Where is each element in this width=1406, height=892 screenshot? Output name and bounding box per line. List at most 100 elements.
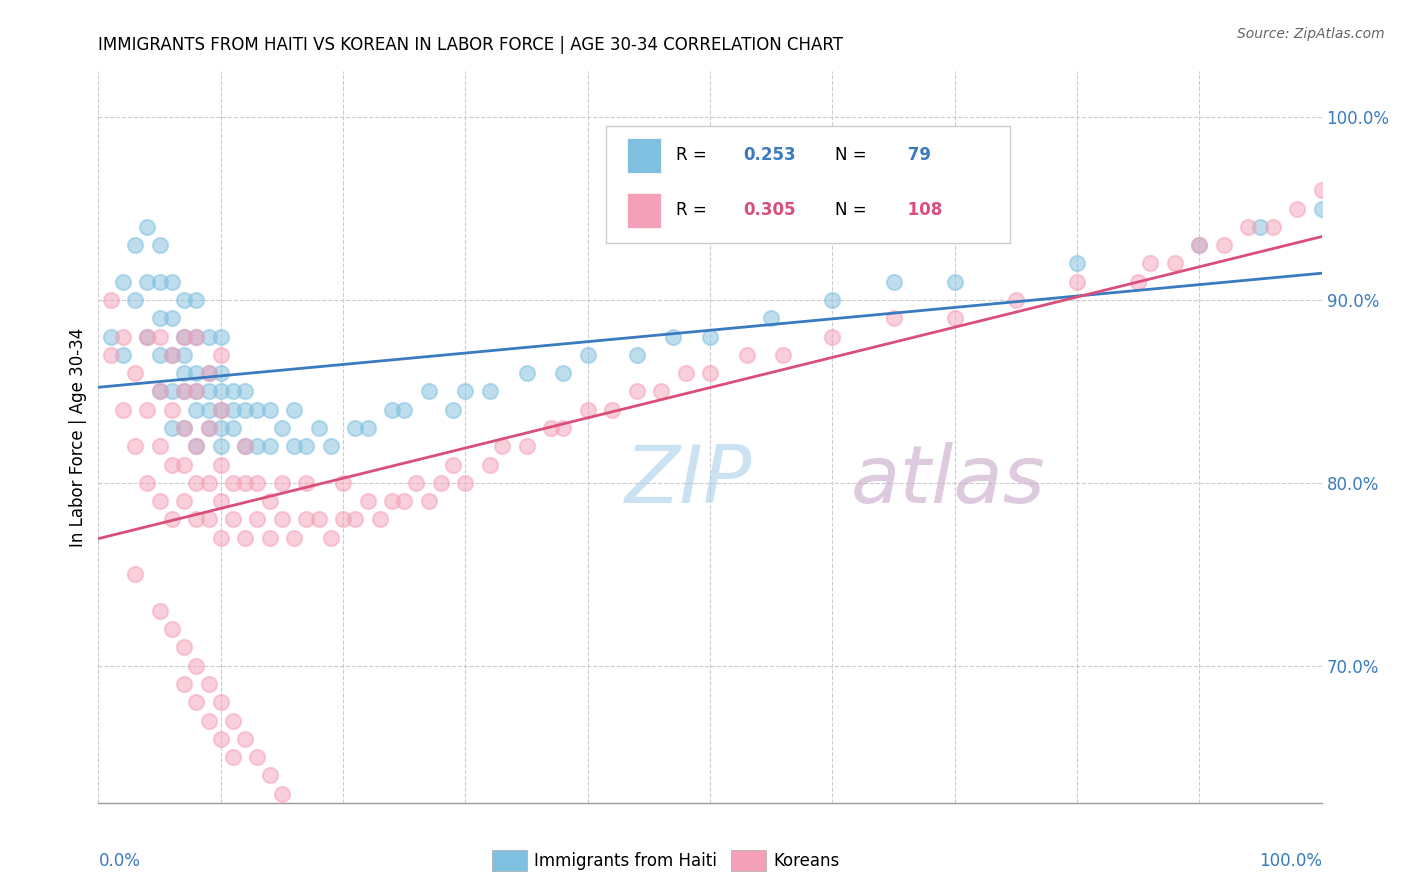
Point xyxy=(124,238,146,252)
Point xyxy=(173,494,195,508)
Point xyxy=(626,348,648,362)
Point xyxy=(209,458,232,472)
Point xyxy=(356,494,378,508)
Point xyxy=(186,695,208,709)
Point xyxy=(1249,219,1271,234)
Point xyxy=(1066,275,1088,289)
Point xyxy=(233,384,256,399)
Point xyxy=(222,384,245,399)
Text: Koreans: Koreans xyxy=(773,852,839,870)
Point xyxy=(1164,256,1187,270)
Point xyxy=(149,275,172,289)
Point xyxy=(418,494,440,508)
Point xyxy=(186,366,208,380)
Text: Source: ZipAtlas.com: Source: ZipAtlas.com xyxy=(1237,27,1385,41)
Point xyxy=(675,366,697,380)
Point xyxy=(197,421,219,435)
Point xyxy=(149,238,172,252)
Point xyxy=(186,329,208,343)
Point xyxy=(1286,202,1309,216)
Text: IMMIGRANTS FROM HAITI VS KOREAN IN LABOR FORCE | AGE 30-34 CORRELATION CHART: IMMIGRANTS FROM HAITI VS KOREAN IN LABOR… xyxy=(98,36,844,54)
Point xyxy=(246,512,269,526)
Text: N =: N = xyxy=(835,146,872,164)
Text: 0.0%: 0.0% xyxy=(98,852,141,870)
Point xyxy=(246,750,269,764)
Point xyxy=(283,531,305,545)
Point xyxy=(209,366,232,380)
Point xyxy=(344,421,367,435)
Text: 0.253: 0.253 xyxy=(742,146,796,164)
Point xyxy=(246,439,269,453)
Text: R =: R = xyxy=(676,146,711,164)
Point xyxy=(149,311,172,326)
Point xyxy=(222,512,245,526)
Point xyxy=(1212,238,1234,252)
Point xyxy=(821,293,844,307)
Point xyxy=(124,439,146,453)
Point xyxy=(295,512,318,526)
Point xyxy=(209,329,232,343)
Point xyxy=(270,475,294,490)
Point xyxy=(186,512,208,526)
Point xyxy=(259,531,281,545)
Point xyxy=(430,475,453,490)
Point xyxy=(197,329,219,343)
Point xyxy=(186,329,208,343)
Point xyxy=(259,768,281,782)
Point xyxy=(222,750,245,764)
Point xyxy=(197,366,219,380)
Point xyxy=(186,293,208,307)
Point xyxy=(149,384,172,399)
Point xyxy=(381,402,404,417)
Point xyxy=(124,366,146,380)
Point xyxy=(356,421,378,435)
Point xyxy=(283,402,305,417)
Point xyxy=(454,475,477,490)
Point xyxy=(124,293,146,307)
Point xyxy=(173,348,195,362)
Point xyxy=(943,311,966,326)
Point xyxy=(259,439,281,453)
Point xyxy=(233,402,256,417)
Point xyxy=(735,348,758,362)
Point xyxy=(233,531,256,545)
Point xyxy=(319,439,342,453)
Point xyxy=(173,421,195,435)
Point xyxy=(1237,219,1260,234)
Point xyxy=(186,402,208,417)
Point xyxy=(197,384,219,399)
Point xyxy=(308,421,330,435)
Point xyxy=(160,348,183,362)
Point xyxy=(626,384,648,399)
Point xyxy=(259,494,281,508)
Point xyxy=(149,329,172,343)
Point xyxy=(136,329,159,343)
Text: 79: 79 xyxy=(903,146,931,164)
Point xyxy=(883,311,905,326)
Point xyxy=(160,421,183,435)
Point xyxy=(186,658,208,673)
Point xyxy=(295,439,318,453)
Point xyxy=(209,695,232,709)
Point xyxy=(173,421,195,435)
Point xyxy=(821,329,844,343)
Point xyxy=(308,512,330,526)
Point xyxy=(222,421,245,435)
Point xyxy=(160,384,183,399)
Point xyxy=(478,458,501,472)
Point xyxy=(173,384,195,399)
Point xyxy=(553,366,575,380)
Point xyxy=(650,384,672,399)
Point xyxy=(233,439,256,453)
Point xyxy=(1128,275,1150,289)
Point xyxy=(173,329,195,343)
Point xyxy=(1139,256,1161,270)
Point xyxy=(136,402,159,417)
Point xyxy=(392,402,416,417)
Point xyxy=(368,512,391,526)
Point xyxy=(209,439,232,453)
Y-axis label: In Labor Force | Age 30-34: In Labor Force | Age 30-34 xyxy=(69,327,87,547)
Point xyxy=(270,512,294,526)
Point xyxy=(491,439,513,453)
Point xyxy=(283,439,305,453)
